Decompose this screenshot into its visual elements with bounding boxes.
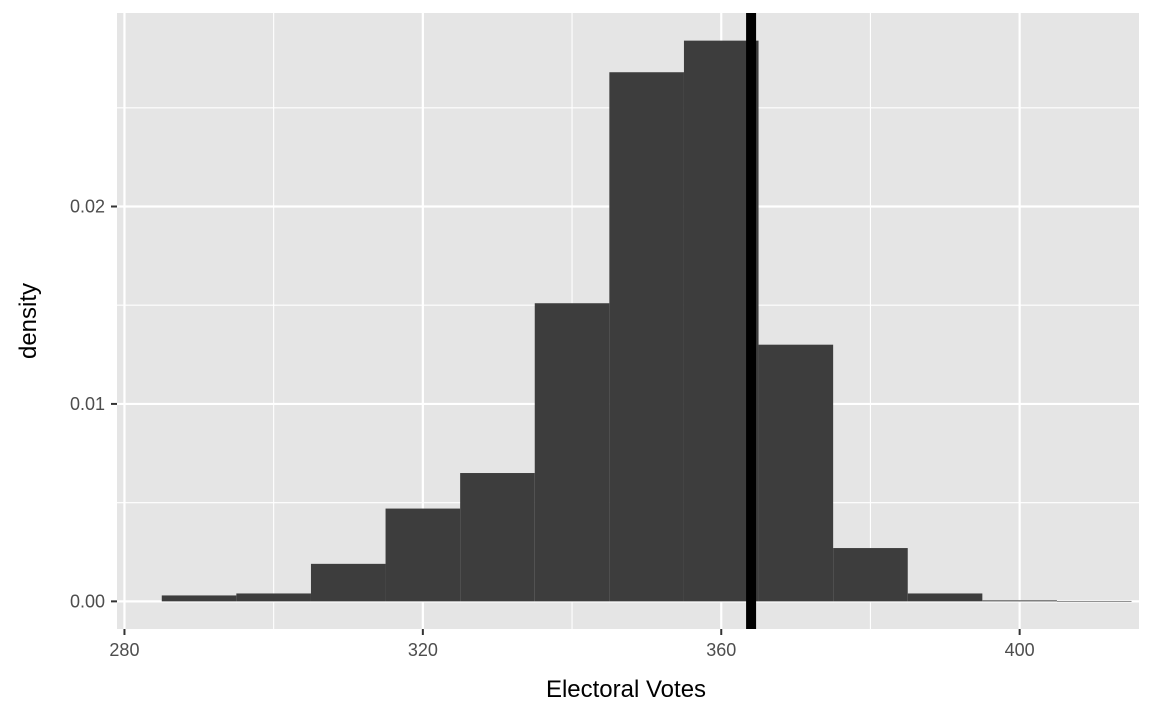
histogram-bar-12	[982, 600, 1057, 602]
histogram-bar-5	[460, 473, 535, 602]
histogram-bar-1	[161, 595, 237, 602]
y-axis: 0.00 0.01 0.02	[70, 196, 117, 611]
x-tick-label: 320	[408, 640, 438, 660]
histogram-bar-7	[609, 72, 684, 602]
y-axis-title: density	[15, 283, 42, 359]
histogram-bar-10	[833, 548, 908, 602]
histogram-bar-11	[907, 593, 983, 602]
x-axis: 280 320 360 400	[109, 629, 1035, 660]
y-tick-label: 0.00	[70, 591, 105, 611]
histogram-bar-3	[310, 563, 386, 602]
histogram-bar-9	[758, 344, 834, 602]
y-tick-label: 0.02	[70, 196, 105, 216]
histogram-bars	[161, 40, 1132, 602]
histogram-bar-6	[534, 303, 610, 602]
x-tick-label: 360	[706, 640, 736, 660]
histogram-bar-4	[385, 508, 461, 602]
y-tick-label: 0.01	[70, 394, 105, 414]
x-tick-label: 400	[1005, 640, 1035, 660]
histogram-bar-13	[1056, 600, 1132, 602]
x-axis-title: Electoral Votes	[546, 676, 706, 703]
histogram-bar-2	[236, 593, 311, 602]
x-tick-label: 280	[109, 640, 139, 660]
